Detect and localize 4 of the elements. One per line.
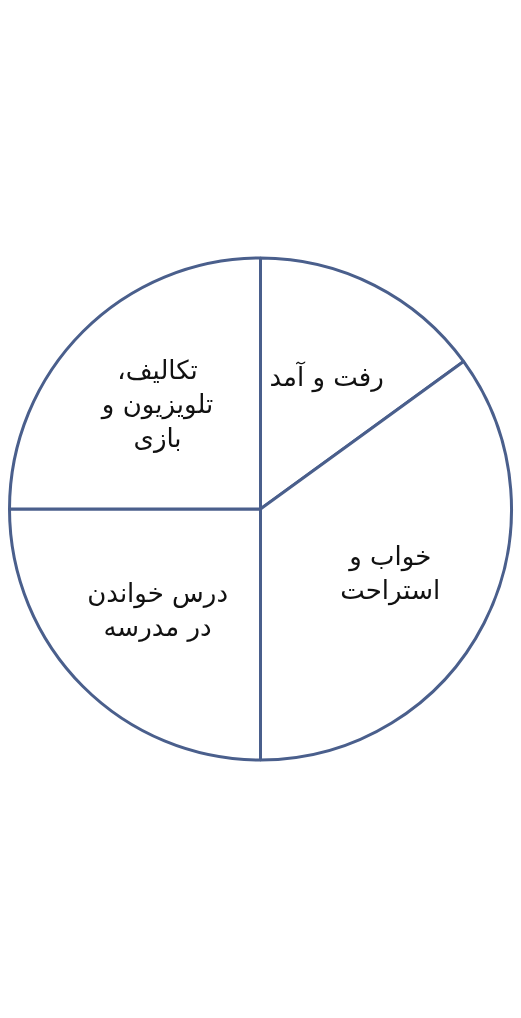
slice-label: خواب و استراحت xyxy=(340,540,441,606)
slice-label: درس خواندن در مدرسه xyxy=(87,577,228,642)
slice-label: رفت و آمد xyxy=(269,361,384,394)
slice-label: تکالیف، تلویزیون و بازی xyxy=(99,354,214,453)
